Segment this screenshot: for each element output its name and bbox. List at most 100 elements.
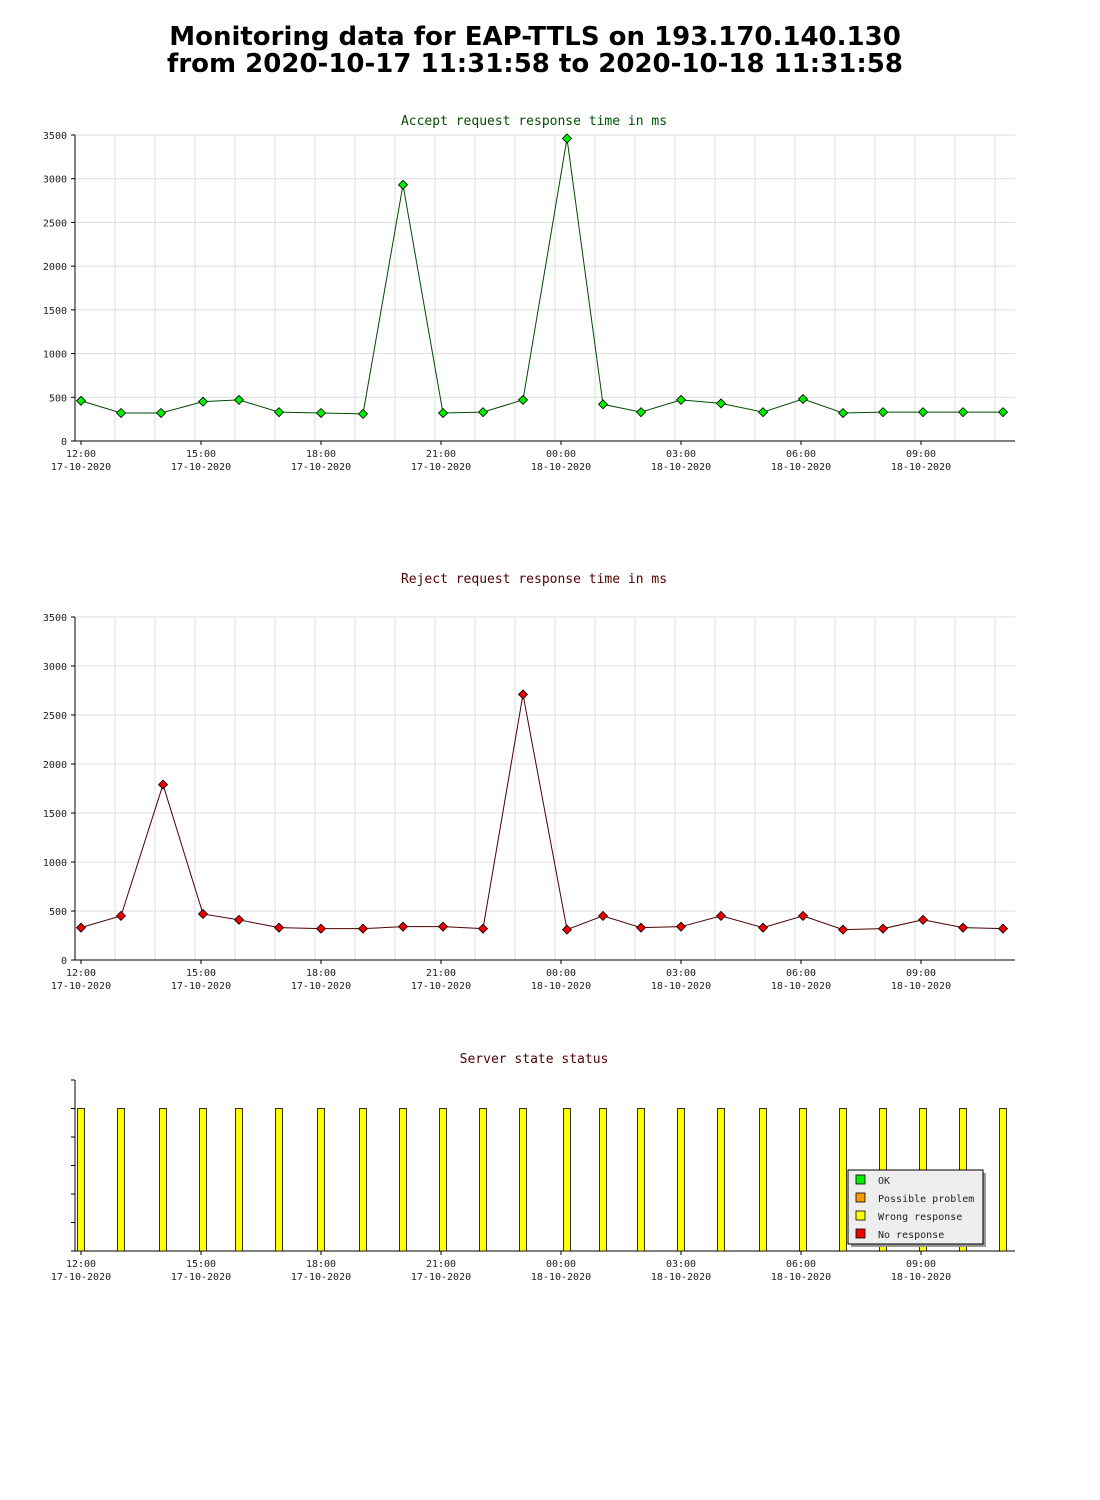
x-tick-label-date: 18-10-2020 xyxy=(771,1272,831,1283)
legend-label: No response xyxy=(878,1230,944,1241)
data-point xyxy=(517,689,529,700)
status-bar xyxy=(275,1108,283,1252)
data-point xyxy=(757,922,769,933)
data-point xyxy=(357,408,369,419)
data-point xyxy=(757,407,769,418)
data-point xyxy=(917,407,929,418)
y-tick-label: 1500 xyxy=(43,306,67,317)
x-tick-label-time: 18:00 xyxy=(306,968,336,979)
data-point xyxy=(837,924,849,935)
x-tick-label-time: 15:00 xyxy=(186,449,216,460)
reject-response-chart: Reject request response time in ms 0 500 10… xyxy=(43,572,1015,992)
x-tick-label-time: 06:00 xyxy=(786,1259,816,1270)
data-point xyxy=(675,394,687,405)
x-tick-label-time: 18:00 xyxy=(306,1259,336,1270)
data-point xyxy=(597,910,609,921)
y-tick-label: 2000 xyxy=(43,262,67,273)
status-bar xyxy=(479,1108,487,1252)
x-tick-label-time: 09:00 xyxy=(906,968,936,979)
x-tick-label-date: 17-10-2020 xyxy=(291,462,351,473)
x-tick-label-date: 18-10-2020 xyxy=(891,981,951,992)
status-bar xyxy=(439,1108,447,1252)
chart-title: Server state status xyxy=(460,1052,609,1067)
x-tick-label-date: 18-10-2020 xyxy=(891,1272,951,1283)
data-point xyxy=(715,398,727,409)
data-point xyxy=(675,921,687,932)
status-bar xyxy=(999,1108,1007,1252)
data-point xyxy=(315,923,327,934)
y-tick-label: 2500 xyxy=(43,218,67,229)
chart-title: Reject request response time in ms xyxy=(401,572,667,587)
page-title: Monitoring data for EAP-TTLS on 193.170.… xyxy=(0,24,1070,78)
series-line xyxy=(80,694,1004,931)
x-tick-label-time: 15:00 xyxy=(186,968,216,979)
y-tick-label: 500 xyxy=(49,393,67,404)
data-point xyxy=(273,407,285,418)
x-tick-label-date: 17-10-2020 xyxy=(411,462,471,473)
data-point xyxy=(917,914,929,925)
data-point xyxy=(157,779,169,790)
legend-swatch xyxy=(855,1210,866,1221)
y-tick-label: 0 xyxy=(61,437,67,448)
data-point xyxy=(233,914,245,925)
x-tick-label-date: 18-10-2020 xyxy=(651,1272,711,1283)
x-tick-label-time: 00:00 xyxy=(546,449,576,460)
y-tick-label: 3500 xyxy=(43,131,67,142)
status-bar xyxy=(759,1108,767,1252)
status-bar xyxy=(799,1108,807,1252)
x-tick-label-time: 12:00 xyxy=(66,449,96,460)
status-bar xyxy=(839,1108,847,1252)
y-tick-label: 3000 xyxy=(43,662,67,673)
data-point xyxy=(957,922,969,933)
y-tick-label: 2000 xyxy=(43,760,67,771)
x-tick-label-date: 18-10-2020 xyxy=(531,981,591,992)
x-tick-label-time: 03:00 xyxy=(666,968,696,979)
x-tick-label-time: 06:00 xyxy=(786,968,816,979)
status-bar xyxy=(117,1108,125,1252)
series-line xyxy=(80,138,1003,415)
data-point xyxy=(997,407,1009,418)
legend-box xyxy=(847,1169,984,1245)
x-tick-label-time: 03:00 xyxy=(666,449,696,460)
accept-response-chart: Accept request response time in ms 0 500 10… xyxy=(43,114,1015,473)
status-bar xyxy=(359,1108,367,1252)
legend-swatch xyxy=(855,1174,866,1185)
x-tick-label-date: 17-10-2020 xyxy=(171,462,231,473)
x-tick-label-time: 12:00 xyxy=(66,1259,96,1270)
x-tick-label-date: 18-10-2020 xyxy=(651,981,711,992)
data-point xyxy=(155,407,167,419)
server-state-chart: Server state status OK Possible problem Wro… xyxy=(51,1052,1015,1283)
x-tick-label-date: 17-10-2020 xyxy=(171,981,231,992)
data-point xyxy=(437,407,449,419)
page-title-line1: Monitoring data for EAP-TTLS on 193.170.… xyxy=(169,22,901,52)
data-point xyxy=(877,923,889,934)
y-tick-label: 2500 xyxy=(43,711,67,722)
x-tick-label-time: 00:00 xyxy=(546,1259,576,1270)
x-tick-label-date: 17-10-2020 xyxy=(171,1272,231,1283)
data-point xyxy=(75,395,87,406)
status-bar xyxy=(717,1108,725,1252)
x-tick-label-time: 21:00 xyxy=(426,1259,456,1270)
data-point xyxy=(877,407,889,418)
data-point xyxy=(561,924,573,935)
data-point xyxy=(477,407,489,418)
status-bar xyxy=(199,1108,207,1252)
status-bar xyxy=(77,1108,85,1252)
x-tick-label-date: 17-10-2020 xyxy=(291,981,351,992)
x-tick-label-time: 09:00 xyxy=(906,449,936,460)
data-point xyxy=(635,407,647,418)
data-point xyxy=(597,399,609,410)
x-tick-label-date: 17-10-2020 xyxy=(411,1272,471,1283)
status-bar xyxy=(235,1108,243,1252)
data-point xyxy=(635,922,647,933)
x-tick-label-date: 17-10-2020 xyxy=(51,981,111,992)
x-tick-label-date: 17-10-2020 xyxy=(51,1272,111,1283)
data-point xyxy=(997,923,1009,934)
page-title-line2: from 2020-10-17 11:31:58 to 2020-10-18 1… xyxy=(167,49,903,79)
data-point xyxy=(837,407,849,419)
status-bar xyxy=(599,1108,607,1252)
x-tick-label-date: 18-10-2020 xyxy=(531,462,591,473)
data-point xyxy=(797,910,809,921)
data-point xyxy=(397,179,409,190)
y-tick-label: 1000 xyxy=(43,350,67,361)
